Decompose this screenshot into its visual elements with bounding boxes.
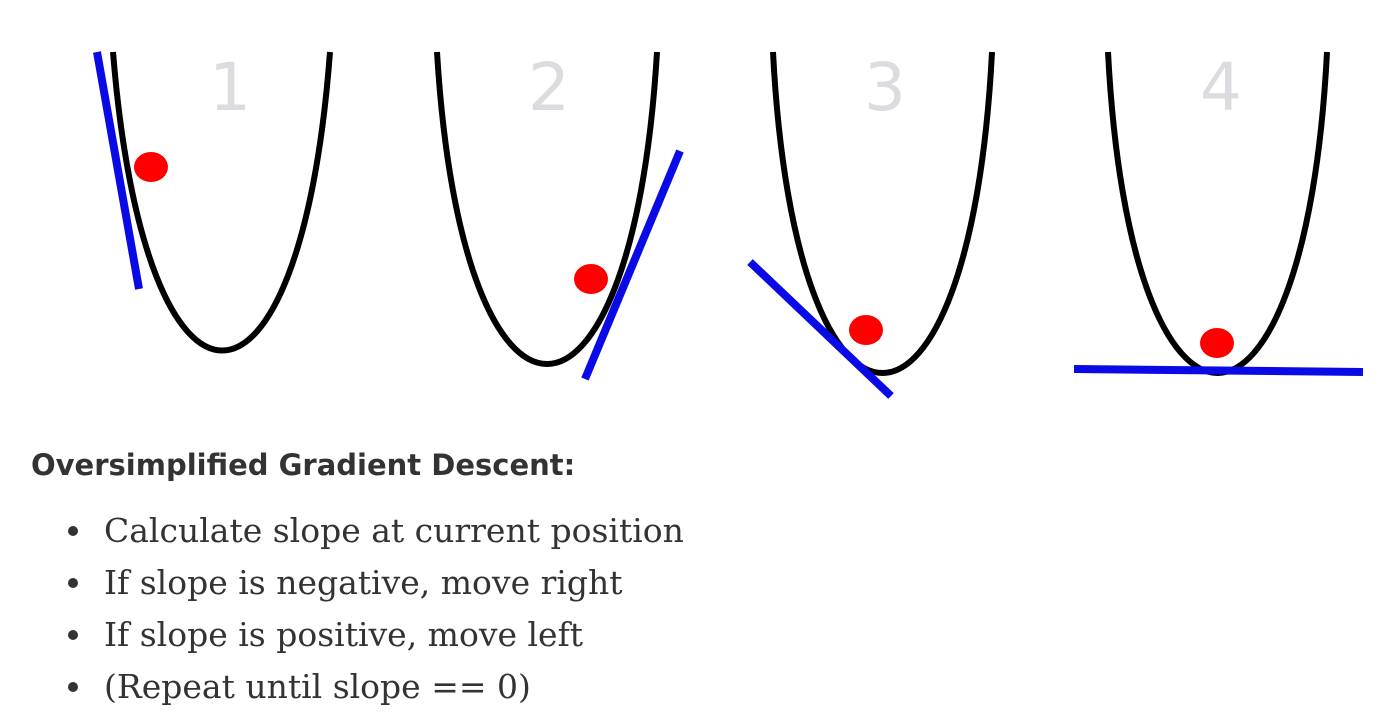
list-item: If slope is positive, move left bbox=[68, 609, 684, 661]
list-item: If slope is negative, move right bbox=[68, 557, 684, 609]
step-text: If slope is negative, move right bbox=[104, 563, 623, 602]
steps-list: Calculate slope at current position If s… bbox=[68, 505, 684, 713]
bullet-icon bbox=[68, 682, 78, 692]
list-item: (Repeat until slope == 0) bbox=[68, 661, 684, 713]
panel-number: 4 bbox=[1200, 49, 1242, 126]
panel-3: 3 bbox=[747, 49, 995, 399]
bullet-icon bbox=[68, 630, 78, 640]
step-text: If slope is positive, move left bbox=[104, 615, 584, 654]
ball bbox=[1200, 328, 1234, 358]
panel-number: 2 bbox=[528, 49, 570, 126]
panel-number: 3 bbox=[864, 49, 906, 126]
tangent-line bbox=[93, 51, 143, 290]
bullet-icon bbox=[68, 526, 78, 536]
panel-1: 1 bbox=[93, 49, 333, 354]
step-text: (Repeat until slope == 0) bbox=[104, 667, 531, 706]
parabola-curve bbox=[770, 51, 995, 376]
step-text: Calculate slope at current position bbox=[104, 511, 684, 550]
panel-2: 2 bbox=[434, 49, 684, 381]
tangent-line bbox=[747, 259, 894, 399]
bullet-icon bbox=[68, 578, 78, 588]
tangent-line bbox=[581, 149, 684, 381]
caption-heading: Oversimplified Gradient Descent: bbox=[31, 448, 576, 482]
gradient-descent-diagram: 1 2 3 4 bbox=[93, 49, 1364, 399]
ball bbox=[849, 315, 883, 345]
parabola-curve bbox=[434, 51, 660, 367]
ball bbox=[574, 264, 608, 294]
parabola-curve bbox=[110, 51, 333, 354]
tangent-line bbox=[1073, 365, 1364, 376]
list-item: Calculate slope at current position bbox=[68, 505, 684, 557]
panel-number: 1 bbox=[209, 49, 251, 126]
ball bbox=[134, 152, 168, 182]
panel-4: 4 bbox=[1073, 49, 1364, 376]
